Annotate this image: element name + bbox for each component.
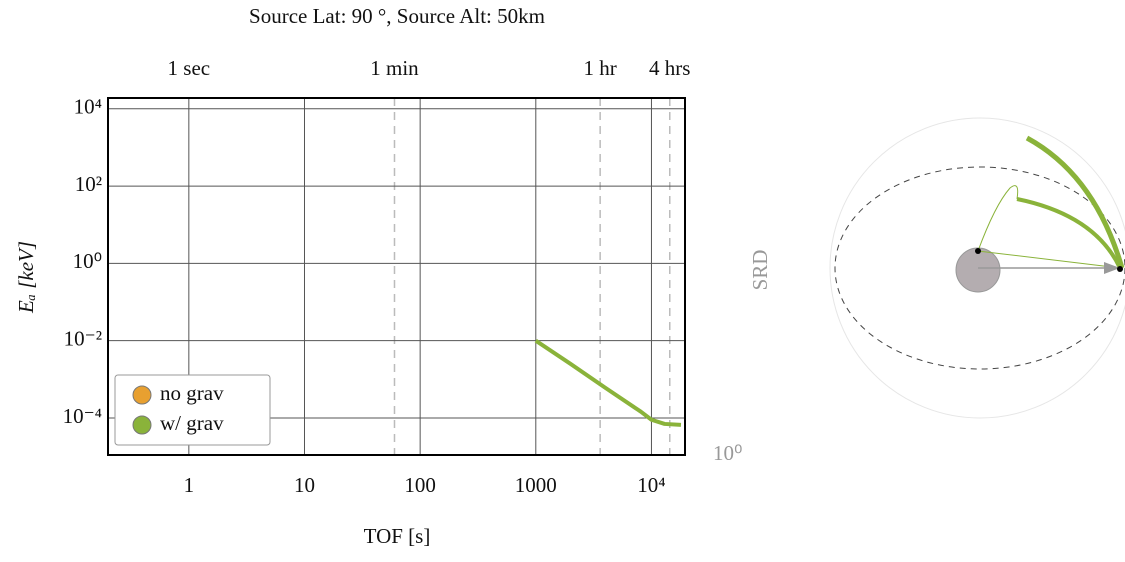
y-tick-label: 10⁻² — [64, 326, 102, 350]
x2-tick-label: 4 hrs — [649, 56, 690, 80]
x-tick-label: 10 — [294, 473, 315, 497]
x2-tick-label: 1 hr — [584, 56, 617, 80]
x2-tick-label: 1 min — [370, 56, 419, 80]
target-point — [1117, 266, 1123, 272]
x-axis-label: TOF [s] — [364, 524, 431, 548]
plot-frame — [107, 97, 686, 456]
trajectory-arc — [1025, 135, 1125, 269]
x-tick-label: 1 — [184, 473, 195, 497]
trajectory-arc — [1016, 197, 1122, 269]
legend-box — [114, 374, 271, 446]
data-line — [534, 338, 682, 427]
legend-marker — [132, 415, 152, 435]
trajectory-line — [977, 185, 1019, 252]
trajectory-line — [977, 250, 1121, 269]
y-tick-label: 10⁰ — [73, 249, 102, 273]
y-tick-label: 10² — [75, 172, 102, 196]
legend-label: no grav — [160, 381, 224, 405]
legend-marker — [132, 385, 152, 405]
outer-circle — [829, 117, 1125, 419]
orbit-diagram — [829, 117, 1125, 419]
arrow-head — [1104, 262, 1120, 274]
annotation: 10⁰ — [713, 441, 742, 465]
annotation: SRD — [748, 250, 772, 291]
x-tick-label: 10⁴ — [637, 473, 665, 497]
source-point — [975, 248, 981, 254]
earth — [955, 247, 1001, 293]
plot-area: 1 10 100 1000 10⁴ 1 sec 1 min 1 hr 4 hrs 10⁻⁴ 10⁻²… — [63, 56, 691, 497]
orbit-ellipse — [834, 166, 1125, 370]
y-tick-label: 10⁻⁴ — [63, 404, 102, 428]
y-tick-label: 10⁴ — [74, 95, 102, 119]
x-tick-label: 100 — [404, 473, 436, 497]
legend-label: w/ grav — [160, 411, 224, 435]
chart-title: Source Lat: 90 °, Source Alt: 50km — [249, 4, 545, 28]
x-tick-label: 1000 — [515, 473, 557, 497]
y-axis-label: Eₐ [keV] — [14, 241, 38, 314]
x2-tick-label: 1 sec — [168, 56, 211, 80]
